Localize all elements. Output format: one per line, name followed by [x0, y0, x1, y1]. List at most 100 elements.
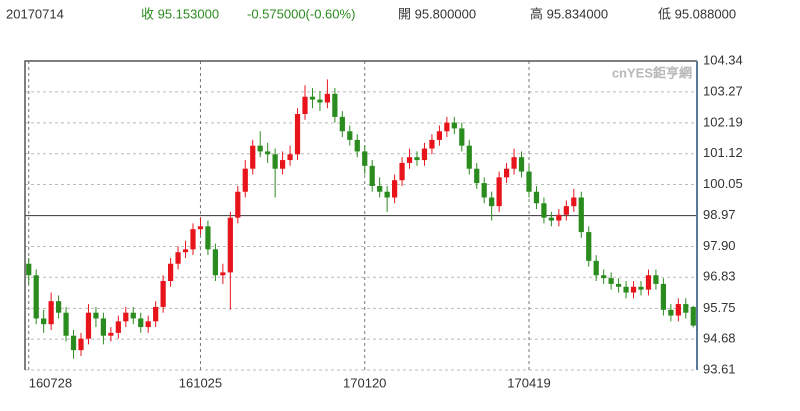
candle-body — [78, 338, 84, 351]
candle-body — [190, 229, 196, 250]
candle-body — [197, 226, 204, 230]
header-low: 低 95.088000 — [658, 6, 736, 21]
candle-body — [503, 168, 510, 178]
candle-body — [55, 301, 62, 313]
y-tick-label: 94.68 — [703, 331, 736, 346]
candle-body — [317, 99, 323, 103]
candle-body — [511, 157, 517, 169]
candle-body — [294, 113, 301, 155]
candle-body — [391, 180, 398, 198]
candle-body — [354, 139, 360, 152]
y-tick-label: 96.83 — [703, 269, 736, 284]
candle-body — [406, 157, 413, 163]
plot-frame — [24, 60, 697, 370]
candle-body — [220, 272, 226, 276]
y-tick-label: 103.27 — [703, 83, 743, 98]
header-date: 20170714 — [6, 6, 64, 21]
candle-body — [362, 151, 368, 166]
candle-body — [384, 191, 390, 198]
candle-body — [324, 93, 331, 103]
candle-body — [548, 217, 555, 221]
candle-body — [287, 154, 293, 161]
candle-body — [339, 116, 345, 132]
candle-body — [205, 226, 211, 250]
candle-body — [563, 206, 569, 215]
y-tick-label: 102.19 — [703, 114, 743, 129]
candle-body — [279, 160, 286, 169]
candle-body — [436, 131, 443, 140]
candle-body — [526, 171, 532, 192]
candle-body — [541, 203, 547, 218]
candle-body — [108, 332, 114, 336]
candle-body — [533, 191, 540, 204]
x-tick-label: 161025 — [179, 375, 222, 390]
candle-body — [138, 318, 144, 328]
candle-body — [608, 278, 614, 284]
candle-body — [571, 197, 577, 207]
candle-body — [145, 321, 151, 328]
candle-body — [63, 312, 69, 336]
header-high: 高 95.834000 — [530, 6, 608, 21]
candle-body — [586, 232, 592, 261]
candle-body — [683, 304, 689, 313]
candle-body — [130, 312, 136, 319]
candle-body — [630, 286, 637, 293]
candle-body — [451, 122, 457, 129]
candle-body — [653, 275, 659, 284]
candle-body — [272, 154, 278, 169]
candle-body — [474, 168, 480, 184]
candle-body — [100, 318, 107, 336]
candle-body — [481, 183, 487, 198]
candle-body — [242, 168, 248, 192]
candle-body — [466, 145, 472, 169]
y-tick-label: 100.05 — [703, 176, 743, 191]
candle-body — [496, 177, 502, 207]
candle-body — [399, 162, 405, 181]
y-tick-label: 104.34 — [703, 52, 743, 67]
candle-body — [347, 131, 353, 140]
candle-body — [250, 145, 256, 169]
candle-body — [377, 185, 383, 192]
candle-body — [421, 148, 428, 161]
candle-body — [459, 128, 465, 146]
candle-body — [33, 275, 39, 319]
y-tick-label: 93.61 — [703, 361, 736, 376]
candle-body — [182, 249, 189, 253]
candle-body — [153, 306, 159, 322]
y-tick-label: 97.90 — [703, 238, 736, 253]
candle-body — [615, 283, 622, 287]
candle-body — [489, 197, 495, 207]
candle-body — [645, 275, 652, 290]
candle-body — [227, 217, 233, 273]
x-tick-label: 160728 — [29, 375, 72, 390]
candle-body — [690, 306, 696, 326]
candle-body — [675, 304, 681, 316]
candle-body — [369, 165, 375, 186]
candle-body — [623, 286, 629, 293]
candle-body — [85, 312, 92, 339]
candle-body — [429, 139, 435, 149]
candle-body — [265, 151, 271, 155]
candle-body — [660, 283, 667, 310]
candle-body — [601, 275, 607, 279]
y-tick-label: 95.75 — [703, 300, 736, 315]
header-change: -0.575000(-0.60%) — [247, 6, 355, 21]
candle-body — [593, 260, 599, 276]
x-tick-label: 170120 — [343, 375, 386, 390]
header-close: 收 95.153000 — [141, 6, 219, 21]
candle-body — [668, 309, 674, 316]
candle-body — [444, 122, 450, 132]
candle-body — [167, 263, 174, 282]
candle-body — [518, 157, 525, 172]
candle-body — [235, 191, 241, 218]
candle-body — [212, 249, 219, 276]
candle-body — [41, 318, 47, 325]
candle-body — [332, 93, 338, 117]
y-tick-label: 98.97 — [703, 207, 736, 222]
candle-body — [414, 157, 420, 161]
candle-body — [302, 96, 308, 114]
candle-body — [48, 301, 54, 325]
y-tick-label: 101.12 — [703, 145, 743, 160]
candle-body — [70, 335, 77, 351]
